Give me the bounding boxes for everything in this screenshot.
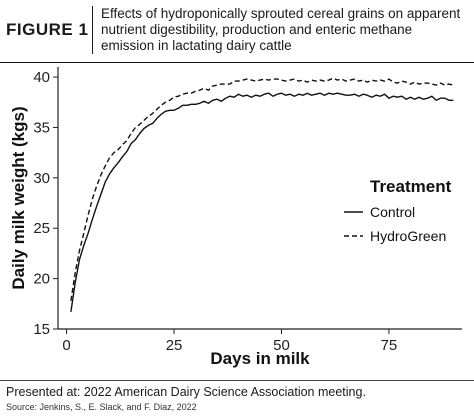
y-tick-label: 25 (33, 220, 50, 237)
x-tick-label: 50 (273, 337, 290, 354)
figure-header: FIGURE 1 Effects of hydroponically sprou… (0, 0, 474, 62)
legend: Treatment Control HydroGreen (344, 177, 452, 244)
legend-title: Treatment (370, 177, 452, 196)
figure-label: FIGURE 1 (6, 20, 89, 39)
x-tick-label: 75 (381, 337, 398, 354)
y-tick-label: 30 (33, 170, 50, 187)
figure-label-box: FIGURE 1 (0, 6, 93, 54)
legend-label-hydrogreen: HydroGreen (370, 228, 446, 244)
header-divider (0, 62, 474, 63)
y-axis-label: Daily milk weight (kgs) (9, 106, 28, 289)
presented-note: Presented at: 2022 American Dairy Scienc… (6, 385, 366, 399)
series-line-hydrogreen (70, 77, 454, 301)
y-tick-label: 20 (33, 271, 50, 288)
series-line-control (70, 92, 454, 313)
x-tick-label: 0 (62, 337, 70, 354)
series-layer (70, 77, 454, 313)
axes-layer: 15 20 25 30 35 40 0 25 50 75 Days in milk Daily mil… (9, 67, 462, 368)
figure-title: Effects of hydroponically sprouted cerea… (101, 6, 461, 53)
y-tick-label: 15 (33, 321, 50, 338)
x-tick-label: 25 (166, 337, 183, 354)
legend-label-control: Control (370, 204, 415, 220)
x-axis-label: Days in milk (210, 349, 310, 368)
milk-weight-chart: 15 20 25 30 35 40 0 25 50 75 Days in milk Daily mil… (9, 67, 462, 368)
footer-divider (0, 380, 474, 381)
source-note: Source: Jenkins, S., E. Slack, and F. Di… (6, 402, 197, 412)
y-tick-label: 40 (33, 69, 50, 86)
y-tick-label: 35 (33, 119, 50, 136)
